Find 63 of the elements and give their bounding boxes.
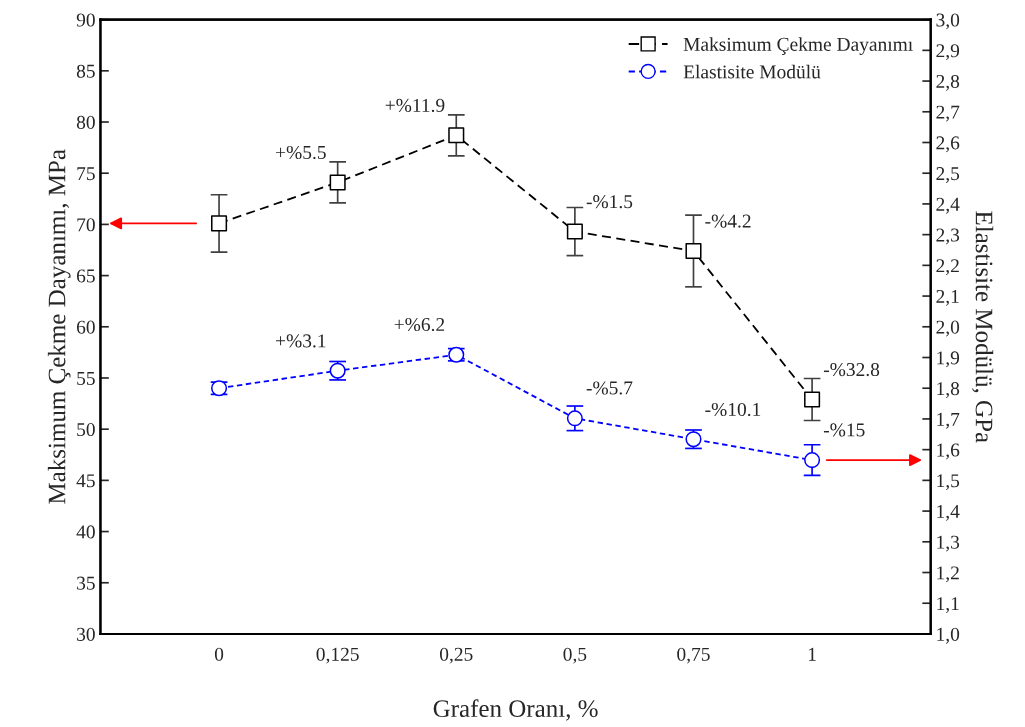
y2-tick-label: 2,5 [936, 167, 960, 183]
annotation: -%10.1 [705, 402, 761, 417]
y-tick-label: 40 [76, 525, 95, 539]
legend-label: Elastisite Modülü [683, 64, 821, 79]
y2-tick-label: 2,6 [936, 136, 960, 153]
y2-tick-label: 1,9 [937, 351, 960, 368]
y2-tick-label: 2,8 [936, 74, 960, 91]
point [804, 452, 821, 469]
annotation: -%5.7 [586, 381, 633, 395]
y2-axis-title: Elastisite Modülü, GPa [972, 211, 994, 443]
y2-tick-label: 1,0 [937, 627, 960, 644]
y2-tick-label: 2,2 [936, 259, 959, 276]
y2-tick-label: 2,3 [936, 228, 960, 245]
y2-tick-label: 1,6 [937, 443, 960, 460]
y-axis-title: Maksimum Çekme Dayanımı, MPa [47, 149, 71, 504]
x-tick-label: 0 [214, 647, 224, 661]
point [329, 174, 346, 191]
y-tick-label: 50 [77, 422, 95, 437]
y2-tick-label: 1,3 [937, 535, 960, 552]
x-tick-label: 0,5 [563, 647, 587, 664]
annotation: -%4.2 [705, 214, 751, 228]
x-axis-title: Grafen Oranı, % [433, 699, 598, 721]
y-tick-label: 60 [76, 320, 95, 334]
point [211, 215, 228, 232]
annotation: -%32.8 [823, 362, 880, 377]
annotation: -%15 [823, 423, 865, 437]
legend-label: Maksimum Çekme Dayanımı [683, 37, 913, 55]
y-tick-label: 45 [76, 474, 95, 488]
y2-tick-label: 2,4 [936, 197, 960, 214]
y-tick-label: 75 [77, 167, 95, 181]
point [804, 391, 821, 408]
y2-tick-label: 1,4 [937, 504, 960, 521]
y2-tick-label: 2,7 [936, 105, 960, 122]
y-tick-label: 35 [77, 576, 95, 590]
point [566, 410, 583, 427]
y-tick-label: 55 [77, 371, 95, 385]
y-tick-label: 30 [77, 627, 95, 641]
y-tick-label: 65 [76, 269, 95, 283]
x-tick-label: 0,75 [677, 647, 710, 664]
y2-tick-label: 1,2 [937, 566, 959, 583]
y2-tick-label: 2,9 [936, 44, 960, 61]
y2-tick-label: 2,1 [936, 289, 959, 306]
x-tick-label: 0,125 [316, 647, 359, 664]
y2-tick-label: 2,0 [936, 320, 960, 337]
y2-tick-label: 1,8 [937, 382, 960, 398]
y-tick-label: 70 [77, 218, 95, 232]
point [566, 223, 583, 240]
annotation: +%11.9 [385, 98, 445, 113]
y2-tick-label: 3,0 [936, 13, 960, 30]
x-tick-label: 1 [808, 647, 816, 661]
annotation: +%5.5 [276, 145, 326, 160]
x-tick-label: 0,25 [440, 647, 473, 664]
point [448, 127, 465, 144]
annotation: +%3.1 [276, 334, 326, 348]
annotation: -%1.5 [586, 195, 633, 209]
y2-tick-label: 1,5 [937, 474, 960, 491]
y2-tick-label: 1,7 [937, 412, 960, 429]
point [685, 242, 702, 260]
y-tick-label: 90 [76, 13, 95, 27]
annotation: +%6.2 [394, 317, 445, 332]
y-tick-label: 85 [76, 64, 95, 78]
y-tick-label: 80 [76, 115, 95, 129]
y2-tick-label: 1,1 [937, 597, 959, 613]
